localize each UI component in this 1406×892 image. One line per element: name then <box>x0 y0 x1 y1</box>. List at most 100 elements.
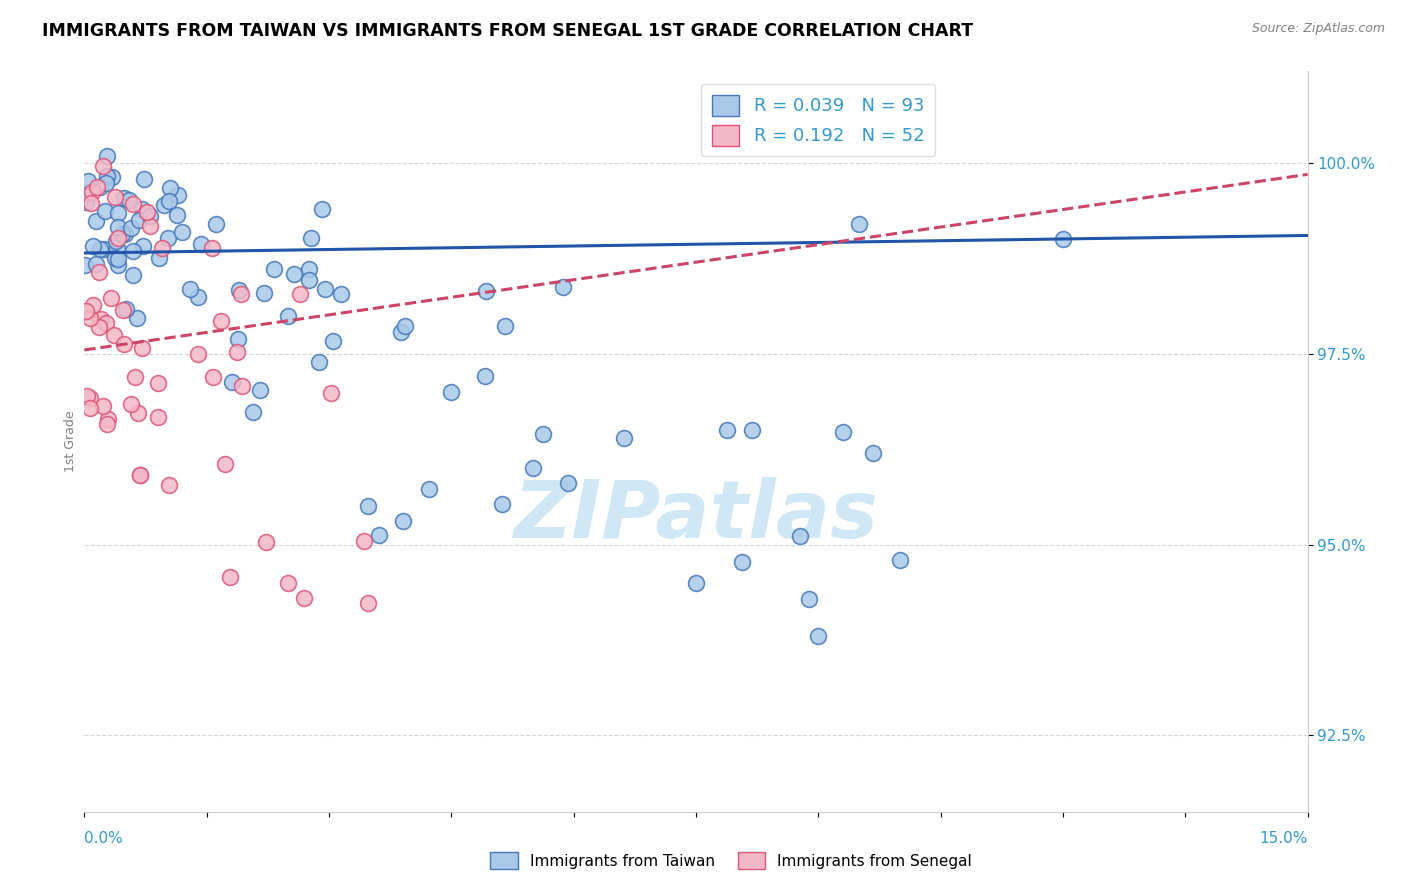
Point <box>557 475 579 490</box>
Point <box>114 301 136 316</box>
Point <box>104 234 127 248</box>
Point <box>103 327 125 342</box>
Point <box>128 468 150 483</box>
Point <box>157 194 180 208</box>
Point <box>82 298 104 312</box>
Point <box>249 383 271 397</box>
Point <box>491 496 513 510</box>
Point <box>128 467 150 482</box>
Point <box>152 241 174 255</box>
Point <box>112 191 135 205</box>
Point <box>100 169 122 184</box>
Point <box>889 553 911 567</box>
Point <box>104 251 127 265</box>
Point <box>96 316 118 330</box>
Point <box>131 341 153 355</box>
Point <box>86 180 108 194</box>
Point <box>124 370 146 384</box>
Point <box>84 257 107 271</box>
Point <box>82 185 104 199</box>
Point <box>298 272 321 286</box>
Point <box>138 219 160 234</box>
Point <box>789 529 811 543</box>
Point <box>741 423 763 437</box>
Point <box>553 280 575 294</box>
Point <box>218 570 240 584</box>
Point <box>848 217 870 231</box>
Point <box>122 268 145 282</box>
Point <box>731 555 754 569</box>
Text: 15.0%: 15.0% <box>1260 830 1308 846</box>
Point <box>613 431 636 445</box>
Point <box>685 575 707 590</box>
Point <box>522 461 544 475</box>
Point <box>90 311 112 326</box>
Point <box>357 596 380 610</box>
Point <box>228 283 250 297</box>
Point <box>474 369 496 384</box>
Point <box>121 220 143 235</box>
Point <box>159 181 181 195</box>
Point <box>93 159 115 173</box>
Point <box>368 528 391 542</box>
Legend: R = 0.039   N = 93, R = 0.192   N = 52: R = 0.039 N = 93, R = 0.192 N = 52 <box>702 84 935 156</box>
Point <box>832 425 855 439</box>
Point <box>153 197 176 211</box>
Point <box>807 629 830 643</box>
Point <box>226 332 249 346</box>
Point <box>299 230 322 244</box>
Point <box>292 591 315 606</box>
Point <box>93 203 115 218</box>
Point <box>389 325 412 339</box>
Point <box>494 318 516 333</box>
Point <box>122 244 145 259</box>
Point <box>716 424 738 438</box>
Point <box>105 241 128 255</box>
Point <box>277 576 299 591</box>
Point <box>254 535 277 549</box>
Y-axis label: 1st Grade: 1st Grade <box>65 410 77 473</box>
Point <box>157 478 180 492</box>
Point <box>93 399 115 413</box>
Point <box>117 194 139 208</box>
Point <box>75 186 97 200</box>
Point <box>319 385 342 400</box>
Point <box>187 290 209 304</box>
Point <box>97 412 120 426</box>
Point <box>202 369 225 384</box>
Point <box>172 225 194 239</box>
Point <box>190 237 212 252</box>
Point <box>82 239 104 253</box>
Point <box>298 262 321 277</box>
Point <box>96 149 118 163</box>
Text: 0.0%: 0.0% <box>84 830 124 846</box>
Point <box>418 482 440 496</box>
Point <box>357 500 380 514</box>
Point <box>104 190 127 204</box>
Point <box>125 310 148 325</box>
Point <box>187 346 209 360</box>
Point <box>148 410 170 425</box>
Point <box>114 227 136 241</box>
Point <box>353 534 375 549</box>
Point <box>89 179 111 194</box>
Point <box>146 376 169 391</box>
Legend: Immigrants from Taiwan, Immigrants from Senegal: Immigrants from Taiwan, Immigrants from … <box>484 846 979 875</box>
Point <box>96 417 118 431</box>
Point <box>112 337 135 351</box>
Point <box>221 375 243 389</box>
Point <box>283 267 305 281</box>
Point <box>475 285 498 299</box>
Point <box>79 311 101 326</box>
Point <box>231 379 253 393</box>
Point <box>322 334 344 349</box>
Point <box>111 302 134 317</box>
Point <box>166 188 188 202</box>
Point <box>107 219 129 234</box>
Point <box>75 195 97 210</box>
Text: ZIPatlas: ZIPatlas <box>513 476 879 555</box>
Point <box>87 320 110 334</box>
Point <box>209 314 232 328</box>
Point <box>242 405 264 419</box>
Point <box>122 197 145 211</box>
